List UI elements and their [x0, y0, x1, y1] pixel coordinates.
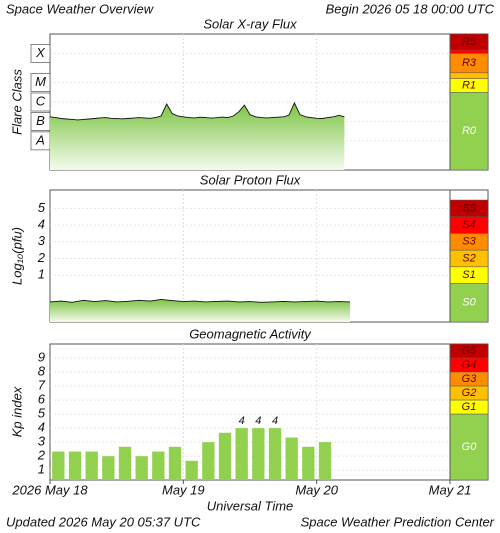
kp-bar: [318, 442, 332, 480]
y-tick-label: M: [35, 74, 46, 89]
y-tick-label: A: [35, 132, 45, 147]
y-tick-label: 4: [38, 420, 45, 435]
kp-bar: [168, 446, 182, 480]
scale-label: G0: [462, 441, 478, 453]
scale-label: S5: [462, 202, 476, 214]
y-tick-label: X: [35, 45, 46, 60]
plot-area: [49, 189, 489, 323]
y-axis-label: Kp index: [9, 386, 24, 437]
y-axis-label: Flare Class: [9, 69, 24, 135]
page-title: Space Weather Overview: [6, 1, 155, 16]
kp-bar: [252, 428, 265, 480]
scale-label: S0: [462, 297, 476, 309]
scale-label: R5: [462, 36, 477, 48]
y-axis-label: Log₁₀(pfu): [9, 227, 24, 285]
y-tick-label: 7: [38, 377, 46, 392]
y-tick-label: B: [36, 113, 45, 128]
scale-label: R0: [462, 125, 477, 137]
tick-box: [30, 92, 51, 112]
kp-bar: [185, 460, 198, 480]
flux-area: [50, 103, 345, 170]
kp-bar: [285, 437, 298, 480]
kp-bar: [102, 456, 115, 480]
y-tick-label: 3: [38, 434, 46, 449]
panel-title: Solar X-ray Flux: [203, 16, 297, 31]
scale-label: S3: [462, 236, 476, 248]
kp-bar: [118, 446, 132, 480]
scale-band: [449, 72, 489, 79]
value-label: 4: [255, 415, 261, 427]
x-tick-label: May 19: [162, 482, 205, 497]
scale-band: [449, 413, 489, 481]
kp-bar: [52, 451, 65, 480]
kp-bar: [218, 432, 232, 480]
scale-label: G1: [462, 401, 477, 413]
scale-label: S4: [462, 219, 475, 231]
kp-bar: [235, 428, 248, 480]
value-label: 4: [239, 415, 245, 427]
y-tick-label: 6: [38, 392, 46, 407]
y-tick-label: 2: [37, 250, 46, 265]
kp-bar: [152, 451, 165, 480]
y-tick-label: 1: [38, 267, 45, 282]
flux-line: [49, 298, 351, 303]
kp-bar: [68, 451, 82, 480]
scale-label: S2: [462, 252, 475, 264]
scale-label: S1: [462, 269, 475, 281]
credit: Space Weather Prediction Center: [301, 514, 495, 529]
x-tick-label: May 21: [429, 482, 472, 497]
kp-bar: [268, 428, 282, 480]
kp-bar: [135, 456, 148, 480]
scale-label: G4: [462, 359, 477, 371]
y-tick-label: C: [36, 93, 46, 108]
y-tick-label: 5: [38, 406, 46, 421]
scale-band: [449, 283, 489, 323]
y-tick-label: 4: [38, 217, 45, 232]
begin-time: Begin 2026 05 18 00:00 UTC: [326, 1, 495, 16]
scale-label: R3: [462, 57, 477, 69]
scale-band: [449, 49, 489, 54]
x-tick-label: May 20: [295, 482, 338, 497]
tick-box: [30, 44, 51, 63]
y-tick-label: 2: [37, 448, 46, 463]
y-tick-label: 3: [38, 233, 46, 248]
scale-label: R1: [462, 79, 476, 91]
kp-bar: [85, 451, 98, 480]
kp-bar: [302, 446, 315, 480]
tick-box: [30, 73, 51, 92]
panel-title: Solar Proton Flux: [200, 172, 301, 187]
value-label: 4: [272, 415, 278, 427]
panel-title: Geomagnetic Activity: [189, 326, 312, 341]
x-tick-label: 2026 May 18: [11, 482, 88, 497]
kp-bar: [202, 442, 215, 480]
scale-label: G2: [462, 387, 477, 399]
y-tick-label: 9: [38, 349, 45, 364]
flux-area: [50, 299, 350, 322]
y-tick-label: 5: [38, 200, 46, 215]
x-axis-label: Universal Time: [207, 498, 294, 513]
scale-band: [449, 92, 489, 171]
flux-line: [49, 101, 345, 121]
y-tick-label: 8: [38, 363, 46, 378]
scale-label: G5: [462, 345, 478, 357]
updated-time: Updated 2026 May 20 05:37 UTC: [6, 514, 201, 529]
scale-label: G3: [462, 373, 478, 385]
y-tick-label: 1: [38, 462, 45, 477]
